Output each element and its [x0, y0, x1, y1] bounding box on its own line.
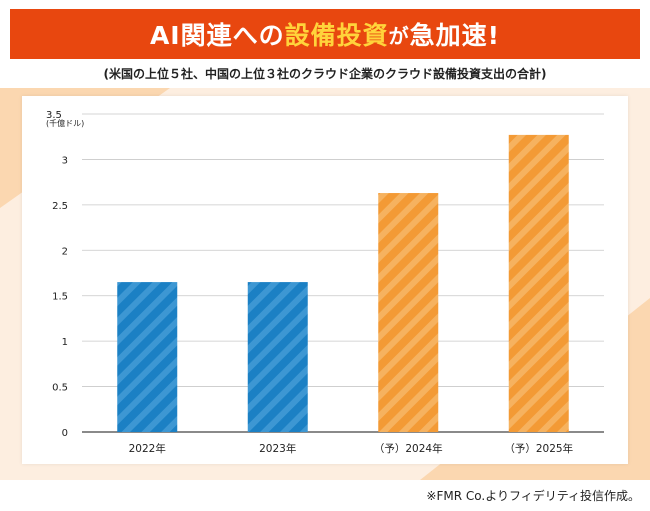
y-tick-label: 0.5 [52, 383, 68, 394]
title-mid: が [388, 23, 410, 48]
title-prefix: AI関連への [149, 21, 285, 50]
title-accent: 設備投資 [284, 21, 389, 50]
y-tick-label: 0 [62, 428, 68, 439]
y-tick-label: 3 [62, 155, 68, 166]
bar-3 [378, 193, 439, 432]
title-banner: AI関連への 設備投資が急加速! [10, 9, 640, 59]
x-category-label: 2023年 [259, 442, 296, 455]
bar-1 [117, 282, 178, 432]
source-footnote: ※FMR Co.よりフィデリティ投信作成。 [426, 489, 640, 503]
chart-card: 0 0.5 1 1.5 2 2.5 3 3.5 2022年 2023年 （予）2024年 （予）20… [22, 96, 628, 464]
y-tick-label: 1.5 [52, 292, 68, 303]
title-suffix: 急加速! [409, 21, 501, 50]
y-tick-label: 2 [62, 246, 68, 257]
y-tick-label: 1 [62, 337, 68, 348]
y-tick-label: 2.5 [52, 201, 68, 212]
x-category-label: （予）2024年 [374, 442, 443, 455]
bar-4 [508, 134, 569, 432]
y-tick-label: 3.5 [46, 110, 62, 121]
y-axis-unit: (千億ドル) [46, 118, 84, 128]
bar-chart: 0 0.5 1 1.5 2 2.5 3 3.5 2022年 2023年 （予）2024年 （予）20… [46, 110, 604, 455]
bar-2 [247, 282, 308, 432]
x-category-label: 2022年 [129, 442, 166, 455]
x-category-label: （予）2025年 [504, 442, 573, 455]
chart-subtitle: (米国の上位５社、中国の上位３社のクラウド企業のクラウド設備投資支出の合計) [103, 67, 547, 81]
